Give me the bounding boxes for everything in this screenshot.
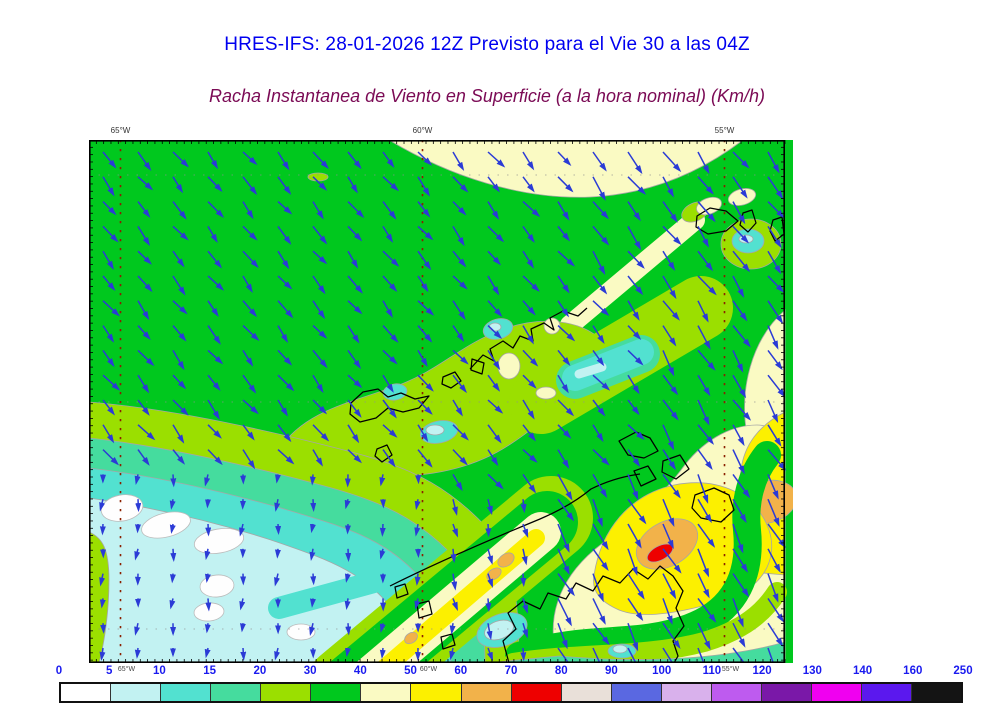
coastline bbox=[441, 371, 462, 389]
product-subtitle: Racha Instantanea de Viento en Superfici… bbox=[209, 86, 765, 106]
colorbar-cell bbox=[811, 684, 862, 701]
colorbar-tick-label: 250 bbox=[953, 665, 973, 677]
meridian-label-top: 65°W bbox=[110, 126, 131, 135]
colorbar-tick-label: 5 bbox=[106, 665, 113, 677]
colorbar-cell bbox=[912, 684, 962, 701]
wind-gust-map bbox=[89, 140, 801, 664]
colorbar-tick-label: 110 bbox=[702, 665, 722, 677]
meridian-label-bottom: 65°W bbox=[117, 666, 136, 673]
colorbar-cell bbox=[461, 684, 512, 701]
colorbar-cell bbox=[761, 684, 812, 701]
coastline bbox=[470, 358, 485, 375]
coastline bbox=[502, 565, 685, 663]
colorbar-cell bbox=[661, 684, 712, 701]
colorbar-tick-label: 100 bbox=[652, 665, 672, 677]
map-field bbox=[89, 140, 793, 663]
coastline bbox=[440, 633, 456, 650]
colorbar-cell bbox=[411, 684, 462, 701]
colorbar-tick-label: 60 bbox=[454, 665, 468, 677]
map-border bbox=[89, 140, 786, 664]
colorbar-tick-label: 20 bbox=[253, 665, 267, 677]
colorbar-cell bbox=[311, 684, 362, 701]
colorbar-cell bbox=[711, 684, 762, 701]
coastline bbox=[695, 207, 739, 235]
colorbar-cell bbox=[561, 684, 612, 701]
coastline bbox=[374, 444, 393, 463]
colorbar-tick-label: 70 bbox=[504, 665, 518, 677]
colorbar-cell bbox=[161, 684, 212, 701]
meridian-label-bottom: 55°W bbox=[721, 666, 740, 673]
colorbar-tick-label: 90 bbox=[605, 665, 618, 677]
coastline bbox=[389, 473, 641, 587]
coastline bbox=[661, 454, 690, 480]
colorbar-legend bbox=[59, 682, 963, 703]
colorbar-tick-label: 80 bbox=[554, 665, 568, 677]
colorbar-tick-label: 160 bbox=[903, 665, 923, 677]
colorbar-tick-label: 50 bbox=[404, 665, 417, 677]
meridian-label-top: 60°W bbox=[412, 126, 433, 135]
colorbar-tick-label: 0 bbox=[55, 665, 63, 677]
coastline bbox=[394, 583, 409, 599]
colorbar-tick-label: 30 bbox=[303, 665, 317, 677]
colorbar-cell bbox=[511, 684, 562, 701]
colorbar-cell bbox=[361, 684, 412, 701]
meridian-label-bottom: 60°W bbox=[419, 666, 438, 673]
colorbar-tick-label: 40 bbox=[353, 665, 367, 677]
meridian-label-top: 55°W bbox=[714, 126, 735, 135]
colorbar-cell bbox=[261, 684, 312, 701]
coastline bbox=[349, 388, 430, 423]
map-canvas bbox=[89, 140, 793, 664]
wind-arrows bbox=[99, 151, 787, 663]
colorbar-tick-label: 130 bbox=[802, 665, 822, 677]
colorbar-cell bbox=[862, 684, 913, 701]
colorbar-tick-label: 120 bbox=[752, 665, 772, 677]
colorbar-tick-label: 140 bbox=[852, 665, 873, 677]
forecast-title: HRES-IFS: 28-01-2026 12Z Previsto para e… bbox=[224, 34, 750, 55]
colorbar-cell bbox=[61, 684, 112, 701]
colorbar-tick-label: 15 bbox=[203, 665, 217, 677]
colorbar-tick-label: 10 bbox=[153, 665, 166, 677]
colorbar-cell bbox=[611, 684, 662, 701]
coastline bbox=[416, 600, 433, 619]
colorbar-cell bbox=[111, 684, 162, 701]
coastline bbox=[691, 487, 735, 523]
colorbar-cell bbox=[211, 684, 262, 701]
coastline bbox=[633, 465, 657, 487]
